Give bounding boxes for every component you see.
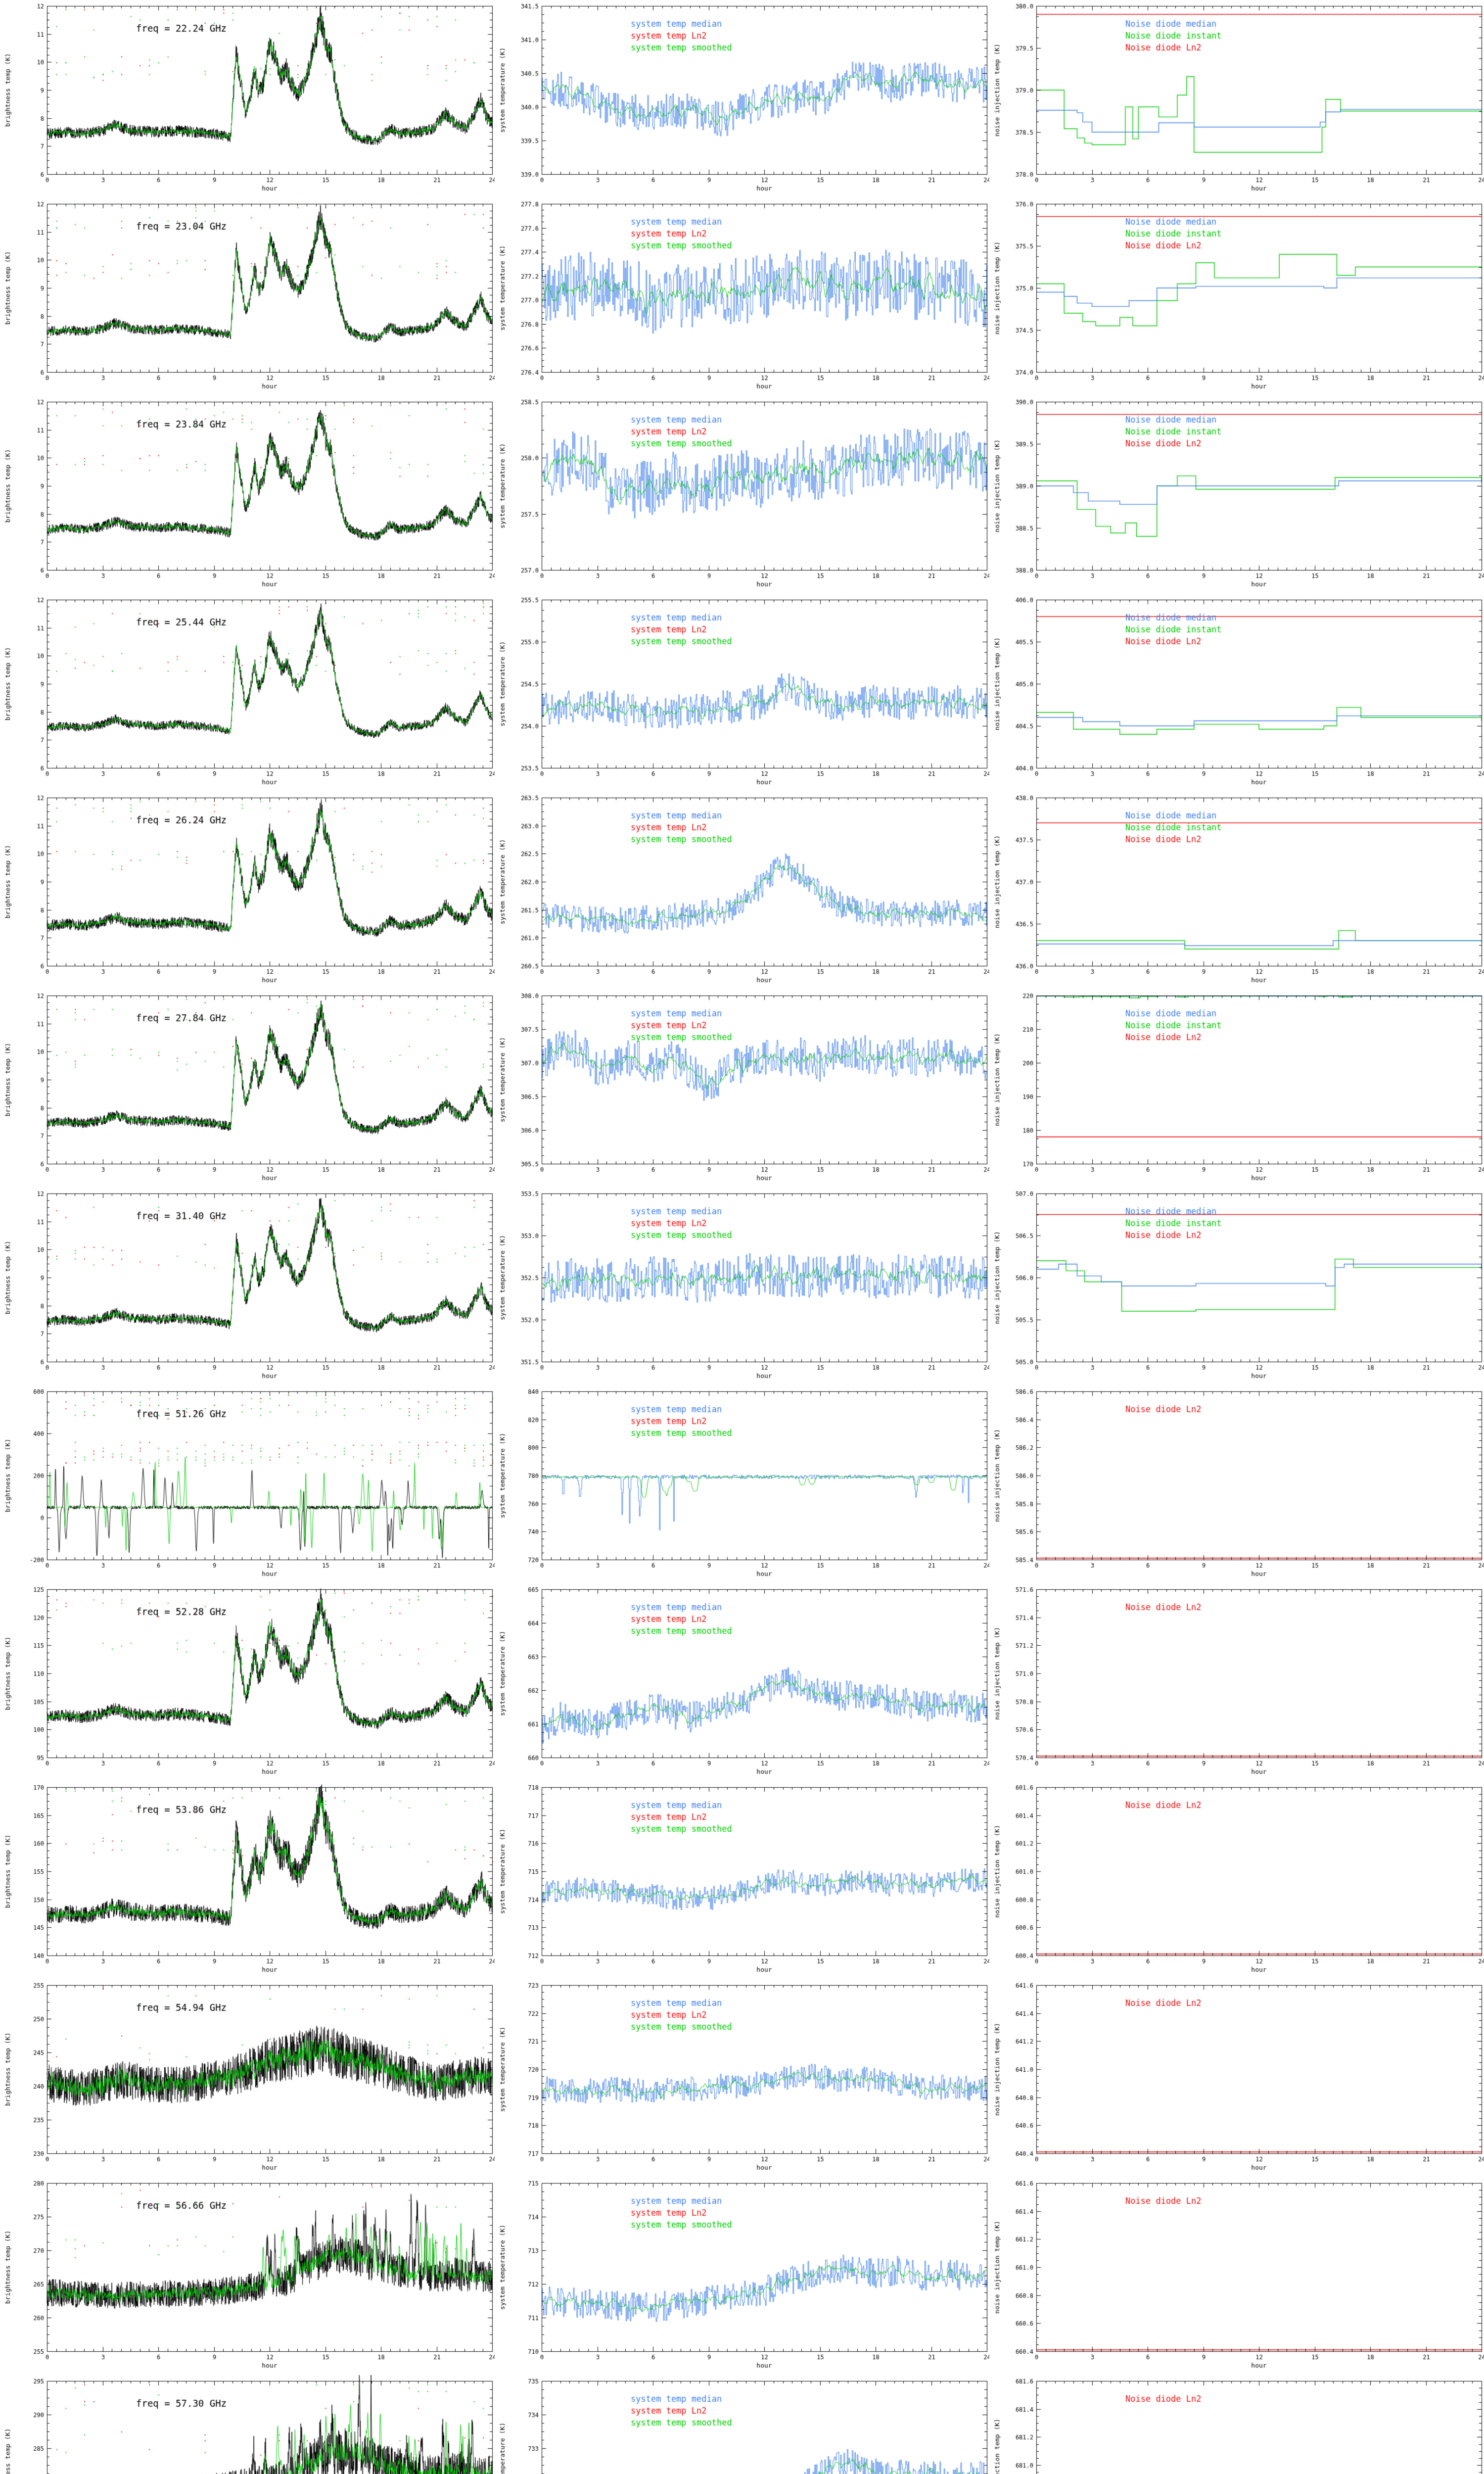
cell-left-row3 — [0, 396, 495, 594]
panel-left-row2 — [0, 198, 495, 396]
cell-right-row12 — [989, 2177, 1484, 2375]
cell-mid-row9 — [495, 1583, 989, 1781]
cell-right-row6 — [989, 990, 1484, 1188]
cell-right-row4 — [989, 594, 1484, 792]
panel-right-row13 — [989, 2375, 1484, 2474]
panel-left-row12 — [0, 2177, 495, 2375]
cell-mid-row12 — [495, 2177, 989, 2375]
panel-mid-row7 — [495, 1188, 989, 1385]
panel-left-row1 — [0, 0, 495, 198]
cell-mid-row4 — [495, 594, 989, 792]
cell-left-row4 — [0, 594, 495, 792]
panel-left-row7 — [0, 1188, 495, 1385]
cell-left-row7 — [0, 1188, 495, 1385]
plot-row-13 — [0, 2375, 1484, 2474]
plot-row-1 — [0, 0, 1484, 198]
cell-right-row10 — [989, 1781, 1484, 1979]
panel-mid-row3 — [495, 396, 989, 594]
panel-right-row11 — [989, 1979, 1484, 2177]
cell-left-row6 — [0, 990, 495, 1188]
cell-mid-row10 — [495, 1781, 989, 1979]
panel-mid-row10 — [495, 1781, 989, 1979]
cell-left-row13 — [0, 2375, 495, 2474]
plot-row-12 — [0, 2177, 1484, 2375]
cell-mid-row6 — [495, 990, 989, 1188]
panel-mid-row5 — [495, 792, 989, 990]
panel-left-row8 — [0, 1385, 495, 1583]
plot-row-6 — [0, 990, 1484, 1188]
panel-left-row5 — [0, 792, 495, 990]
panel-right-row10 — [989, 1781, 1484, 1979]
cell-right-row8 — [989, 1385, 1484, 1583]
cell-mid-row11 — [495, 1979, 989, 2177]
panel-right-row4 — [989, 594, 1484, 792]
cell-left-row12 — [0, 2177, 495, 2375]
cell-right-row7 — [989, 1188, 1484, 1385]
panel-right-row5 — [989, 792, 1484, 990]
cell-left-row10 — [0, 1781, 495, 1979]
panel-mid-row6 — [495, 990, 989, 1188]
panel-right-row6 — [989, 990, 1484, 1188]
panel-left-row11 — [0, 1979, 495, 2177]
panel-right-row2 — [989, 198, 1484, 396]
panel-right-row7 — [989, 1188, 1484, 1385]
cell-left-row1 — [0, 0, 495, 198]
plot-row-3 — [0, 396, 1484, 594]
plot-row-10 — [0, 1781, 1484, 1979]
panel-mid-row2 — [495, 198, 989, 396]
cell-left-row5 — [0, 792, 495, 990]
cell-mid-row13 — [495, 2375, 989, 2474]
panel-mid-row13 — [495, 2375, 989, 2474]
cell-right-row13 — [989, 2375, 1484, 2474]
cell-left-row9 — [0, 1583, 495, 1781]
cell-right-row9 — [989, 1583, 1484, 1781]
panel-mid-row1 — [495, 0, 989, 198]
plot-row-2 — [0, 198, 1484, 396]
cell-mid-row7 — [495, 1188, 989, 1385]
cell-right-row3 — [989, 396, 1484, 594]
plot-row-8 — [0, 1385, 1484, 1583]
panel-left-row4 — [0, 594, 495, 792]
cell-left-row2 — [0, 198, 495, 396]
cell-right-row5 — [989, 792, 1484, 990]
cell-right-row2 — [989, 198, 1484, 396]
plot-row-9 — [0, 1583, 1484, 1781]
plot-row-5 — [0, 792, 1484, 990]
panel-mid-row4 — [495, 594, 989, 792]
cell-left-row11 — [0, 1979, 495, 2177]
cell-mid-row5 — [495, 792, 989, 990]
cell-mid-row1 — [495, 0, 989, 198]
panel-mid-row12 — [495, 2177, 989, 2375]
panel-right-row8 — [989, 1385, 1484, 1583]
cell-right-row1 — [989, 0, 1484, 198]
cell-mid-row3 — [495, 396, 989, 594]
plot-row-11 — [0, 1979, 1484, 2177]
panel-mid-row8 — [495, 1385, 989, 1583]
cell-mid-row2 — [495, 198, 989, 396]
plot-row-4 — [0, 594, 1484, 792]
panel-right-row3 — [989, 396, 1484, 594]
panel-left-row9 — [0, 1583, 495, 1781]
panel-right-row1 — [989, 0, 1484, 198]
cell-mid-row8 — [495, 1385, 989, 1583]
cell-left-row8 — [0, 1385, 495, 1583]
panel-left-row6 — [0, 990, 495, 1188]
plot-row-7 — [0, 1188, 1484, 1385]
panel-mid-row9 — [495, 1583, 989, 1781]
panel-left-row3 — [0, 396, 495, 594]
panel-left-row13 — [0, 2375, 495, 2474]
panel-left-row10 — [0, 1781, 495, 1979]
cell-right-row11 — [989, 1979, 1484, 2177]
panel-right-row12 — [989, 2177, 1484, 2375]
panel-right-row9 — [989, 1583, 1484, 1781]
panel-mid-row11 — [495, 1979, 989, 2177]
